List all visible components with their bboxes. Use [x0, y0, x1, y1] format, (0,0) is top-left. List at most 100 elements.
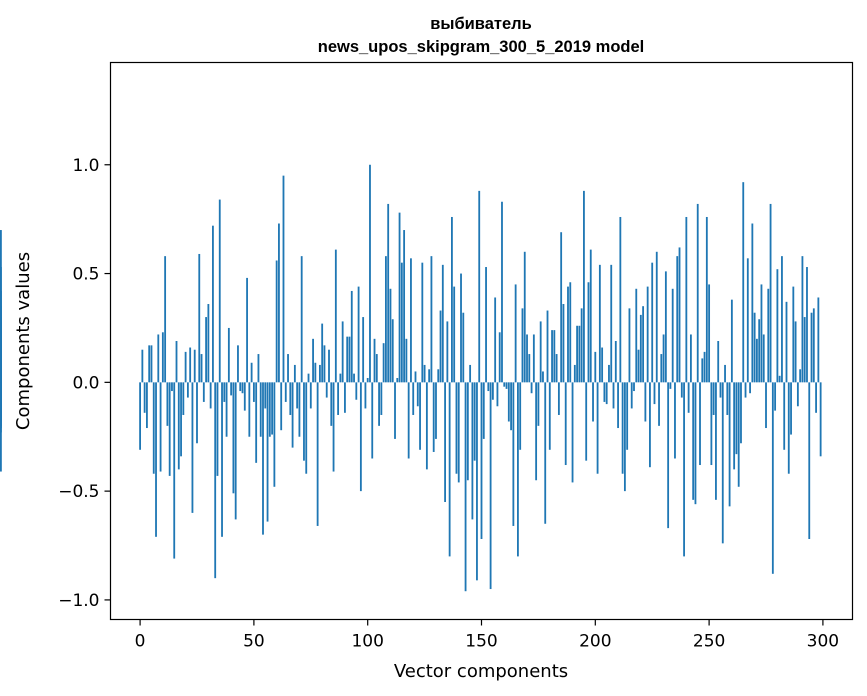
bar-component-274	[762, 334, 765, 383]
bar-component-242	[689, 334, 692, 383]
bar-component-72	[303, 382, 305, 461]
bar-component-34	[216, 382, 219, 476]
bar-component-192	[576, 325, 579, 383]
bar-component-3	[146, 382, 148, 429]
bar-component-141	[460, 273, 462, 383]
bar-component-106	[380, 382, 383, 415]
bar-component-205	[605, 382, 608, 405]
bar-component-273	[760, 284, 763, 383]
bar-component-143	[464, 382, 467, 592]
bar-component-83	[328, 349, 330, 383]
bar-component-216	[630, 382, 633, 409]
bar-component-286	[790, 382, 792, 435]
bar-component-200	[594, 351, 597, 383]
bar-component-196	[585, 382, 588, 461]
bar-component-189	[569, 282, 572, 383]
bar-component-39	[227, 327, 230, 383]
bar-component-45	[241, 382, 244, 394]
bar-component-116	[403, 230, 406, 383]
bar-component-100	[366, 377, 369, 383]
bar-component-231	[664, 271, 667, 383]
y-tick-label: 0.5	[72, 265, 99, 285]
bar-component-75	[309, 382, 312, 409]
bar-component-256	[721, 382, 724, 544]
bar-component-48	[248, 382, 251, 437]
bar-component-291	[801, 256, 804, 383]
bar-component-136	[448, 382, 451, 557]
bar-component-33	[214, 382, 217, 579]
bar-component-167	[519, 382, 522, 450]
bar-component-287	[792, 286, 795, 383]
bar-component-74	[307, 373, 310, 383]
bar-component-62	[280, 382, 283, 431]
bar-component-29	[205, 317, 208, 383]
bar-component-246	[699, 382, 701, 466]
bar-component-111	[391, 319, 394, 383]
bar-component-137	[451, 216, 453, 383]
bar-component-59	[273, 382, 276, 487]
bar-component-9	[159, 382, 162, 472]
x-tick-label: 200	[579, 632, 611, 652]
bar-component-272	[758, 319, 761, 383]
bar-component-297	[815, 382, 817, 413]
bar-component-179	[546, 310, 549, 383]
bar-component-68	[293, 364, 296, 383]
bar-component-284	[785, 301, 788, 383]
bar-component-283	[783, 382, 786, 450]
y-axis-ticks: −1.0 −0.5 0.0 0.5 1.0	[58, 156, 111, 611]
bar-component-243	[692, 382, 695, 500]
bar-component-271	[755, 338, 758, 383]
bar-component-91	[346, 336, 349, 383]
bar-component-261	[733, 382, 736, 470]
bar-component-1	[141, 349, 144, 383]
bar-component-120	[412, 382, 415, 415]
bar-component-67	[291, 382, 294, 448]
bar-component-232	[667, 382, 670, 529]
bar-component-251	[710, 382, 713, 466]
bar-component-165	[514, 284, 517, 383]
bar-component-4	[148, 345, 151, 383]
x-tick-label: 250	[693, 632, 725, 652]
bar-component-255	[719, 382, 722, 398]
bar-component-56	[266, 382, 269, 522]
x-tick-label: 100	[351, 632, 383, 652]
bar-component-112	[394, 382, 396, 439]
bar-component-5	[150, 345, 153, 383]
bar-component-50	[252, 382, 255, 402]
bar-component-66	[289, 382, 292, 415]
bar-component-233	[669, 382, 672, 389]
bar-component-267	[746, 258, 749, 383]
bar-component-257	[724, 364, 726, 383]
bar-component-113	[396, 377, 399, 383]
bar-component-94	[353, 373, 355, 383]
bar-component-36	[221, 382, 223, 537]
bar-component-215	[628, 308, 631, 383]
bar-component-163	[510, 382, 512, 431]
bar-component-78	[316, 382, 319, 526]
bar-component-252	[712, 382, 715, 415]
bar-component-236	[676, 256, 679, 383]
bar-component-169	[523, 251, 526, 383]
bar-component-225	[651, 262, 654, 383]
bar-component-76	[312, 338, 314, 383]
bar-component-219	[637, 349, 640, 383]
bar-component-188	[567, 286, 569, 383]
bar-component-27	[200, 354, 203, 383]
bar-component-129	[432, 382, 435, 452]
bar-component-296	[812, 308, 815, 383]
bar-component-115	[400, 262, 403, 383]
bar-component-276	[767, 288, 770, 383]
bar-component-110	[389, 288, 392, 383]
bar-component-187	[564, 382, 567, 466]
bar-component-44	[239, 382, 242, 392]
bar-component-168	[521, 308, 524, 383]
bar-component-294	[808, 382, 811, 539]
bar-component-54	[262, 382, 264, 535]
bar-component-279	[774, 382, 777, 411]
bar-component-248	[703, 351, 706, 383]
bar-component-64	[284, 382, 287, 402]
bar-component-234	[671, 288, 674, 383]
bar-component-213	[623, 382, 626, 492]
bar-component-21	[186, 382, 189, 398]
